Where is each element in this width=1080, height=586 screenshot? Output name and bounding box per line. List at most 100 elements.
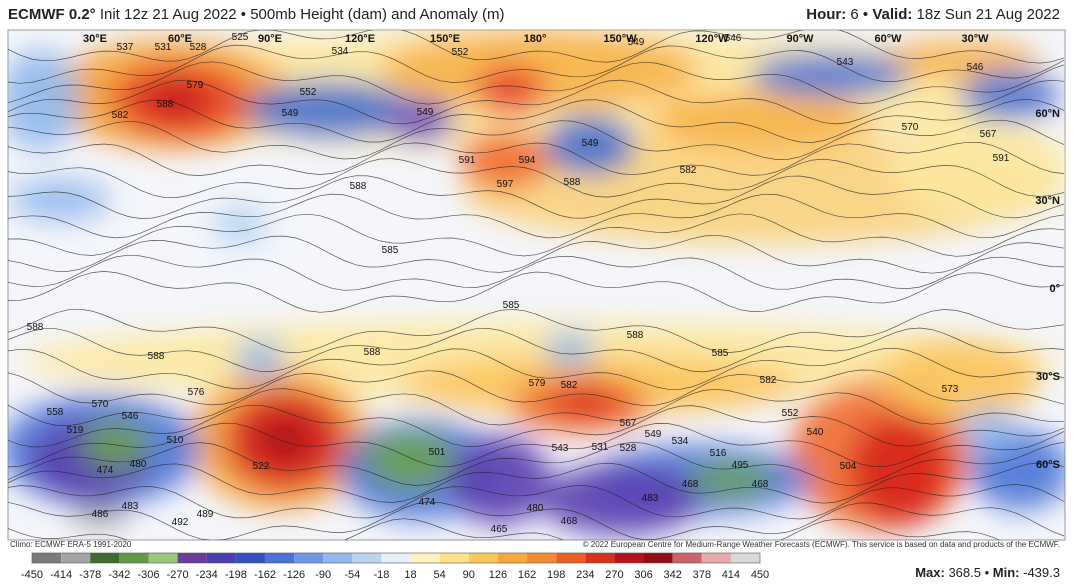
contour-label: 588: [27, 322, 44, 333]
contour-label: 558: [47, 407, 64, 418]
colorbar-segment: [730, 553, 760, 563]
colorbar: -450 -414 -378 -342 -306 -270 -234 -198 -162 -126…: [21, 552, 769, 581]
colorbar-tick-label: -162: [254, 569, 276, 581]
contour-label: 552: [300, 87, 317, 98]
contour-label: 582: [680, 165, 697, 176]
contour-label: 468: [752, 479, 769, 490]
contour-label: 594: [519, 155, 536, 166]
contour-line: [8, 175, 1065, 219]
contour-line: [8, 234, 1065, 274]
colorbar-segment: [614, 553, 644, 563]
contour-label: 465: [491, 524, 508, 535]
map-labels: 30°E 60°E 90°E 120°E 150°E 180° 150°W 120°W 90°W…: [27, 32, 1060, 535]
contour-label: 585: [382, 245, 399, 256]
anomaly-blob: [385, 98, 455, 142]
colorbar-tick-label: -342: [108, 569, 130, 581]
contour-line: [8, 61, 1065, 105]
contour-label: 576: [188, 387, 205, 398]
colorbar-tick-label: 90: [463, 569, 475, 581]
latitude-label: 60°N: [1035, 108, 1060, 120]
colorbar-tick-label: -450: [21, 569, 43, 581]
latitude-label: 30°S: [1036, 371, 1060, 383]
anomaly-blob: [540, 465, 700, 535]
anomaly-blob: [880, 40, 1040, 80]
longitude-label: 60°W: [874, 33, 902, 45]
colorbar-tick-label: -126: [283, 569, 305, 581]
contour-label: 588: [350, 181, 367, 192]
valid-label: Valid:: [872, 6, 913, 23]
contour-label: 549: [628, 37, 645, 48]
colorbar-tick-label: 414: [722, 569, 740, 581]
colorbar-segment: [264, 553, 295, 563]
colorbar-frame: [31, 552, 761, 564]
anomaly-blob: [450, 435, 550, 525]
contour-line: [8, 30, 1065, 64]
contour-label: 549: [582, 138, 599, 149]
contour-label: 585: [503, 300, 520, 311]
colorbar-segment: [206, 553, 236, 563]
contour-line: [8, 158, 1065, 198]
contour-label: 588: [364, 347, 381, 358]
colorbar-segment: [148, 553, 178, 563]
contour-label: 528: [190, 42, 207, 53]
anomaly-blob: [460, 130, 550, 190]
contour-label: 489: [197, 509, 214, 520]
colorbar-tick-label: -414: [50, 569, 72, 581]
longitude-label: 90°E: [258, 33, 282, 45]
longitude-label: 90°W: [786, 33, 814, 45]
contour-line: [8, 404, 1065, 448]
contour-line: [8, 462, 1065, 504]
contour-line: [8, 79, 1065, 125]
colorbar-tick-label: -90: [315, 569, 331, 581]
anomaly-blob: [880, 340, 1040, 420]
contour-label: 552: [782, 408, 799, 419]
hour: 6 •: [850, 6, 869, 23]
colorbar-tick-label: 198: [547, 569, 565, 581]
contour-label: 588: [627, 330, 644, 341]
contour-label: 534: [672, 436, 689, 447]
height-contours: [8, 30, 1065, 540]
colorbar-tick-label: 234: [576, 569, 594, 581]
contour-label: 543: [837, 57, 854, 68]
colorbar-segment: [294, 553, 324, 563]
anomaly-blob: [750, 53, 910, 97]
contour-label: 519: [67, 425, 84, 436]
contour-label: 582: [760, 375, 777, 386]
longitude-label: 150°W: [603, 33, 637, 45]
contour-label: 486: [92, 509, 109, 520]
colorbar-tick-label: -18: [373, 569, 389, 581]
colorbar-tick-label: 306: [634, 569, 652, 581]
contour-label: 495: [732, 460, 749, 471]
contour-line: [8, 254, 1065, 291]
colorbar-segment: [497, 553, 528, 563]
contour-label: 528: [620, 443, 637, 454]
contour-label: 480: [130, 459, 147, 470]
contour-line: [8, 193, 1065, 239]
colorbar-tick-label: -270: [167, 569, 189, 581]
colorbar-tick-label: -378: [79, 569, 101, 581]
contour-label: 474: [97, 465, 114, 476]
colorbar-segment: [672, 553, 702, 563]
colorbar-tick-label: 18: [404, 569, 416, 581]
anomaly-blob: [545, 115, 635, 175]
contour-label: 546: [967, 62, 984, 73]
contour-label: 549: [282, 108, 299, 119]
contour-label: 504: [840, 461, 857, 472]
longitude-label: 120°W: [695, 33, 729, 45]
anomaly-blob: [215, 207, 265, 243]
climo: Climo: ECMWF ERA-5 1991-2020: [10, 540, 132, 549]
latitude-label: 0°: [1049, 283, 1060, 295]
contour-label: 582: [561, 380, 578, 391]
longitude-label: 30°W: [961, 33, 989, 45]
contour-label: 579: [529, 378, 546, 389]
contour-label: 492: [172, 517, 189, 528]
anomaly-blob: [475, 65, 545, 115]
contour-line: [8, 141, 1065, 176]
contour-label: 522: [253, 461, 270, 472]
colorbar-segment: [468, 553, 498, 563]
contour-label: 546: [122, 411, 139, 422]
contour-line: [8, 213, 1065, 257]
anomaly-blob: [890, 120, 1065, 220]
colorbar-tick-label: 342: [663, 569, 681, 581]
contour-label: 549: [417, 107, 434, 118]
